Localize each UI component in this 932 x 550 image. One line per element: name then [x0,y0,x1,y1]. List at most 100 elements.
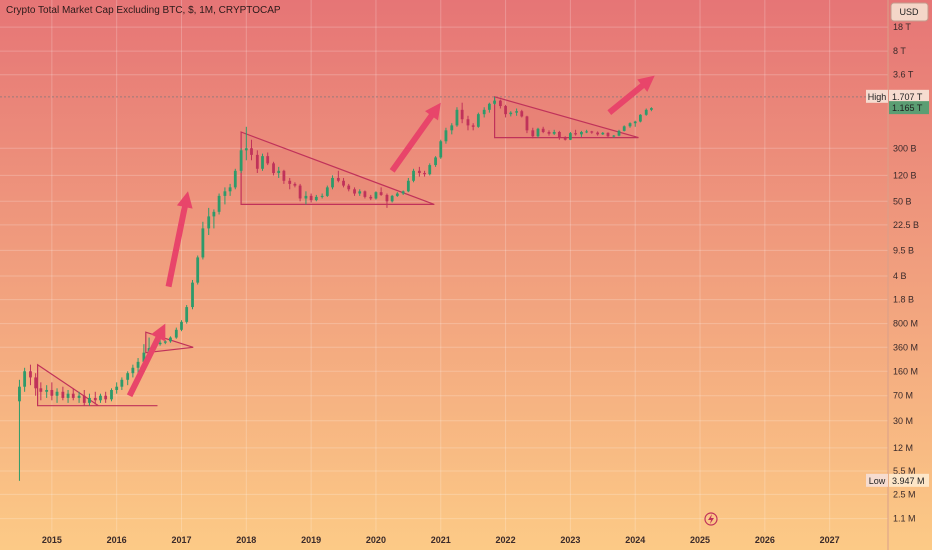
candle[interactable] [309,193,313,203]
candle[interactable] [71,388,75,401]
candle[interactable] [55,388,59,403]
candle[interactable] [638,114,642,123]
candle[interactable] [293,182,297,188]
candle[interactable] [314,194,318,202]
candle[interactable] [644,108,648,116]
candle[interactable] [99,393,102,403]
candle[interactable] [255,150,259,174]
candle[interactable] [110,388,113,402]
candle[interactable] [536,127,540,138]
candle[interactable] [455,107,459,127]
candle[interactable] [304,191,308,205]
candle[interactable] [228,183,232,196]
candle[interactable] [201,221,205,260]
candle[interactable] [39,382,43,401]
candle[interactable] [568,131,572,141]
candle[interactable] [633,120,637,127]
candle[interactable] [563,136,567,141]
candle[interactable] [207,207,211,236]
candle[interactable] [244,126,248,161]
candle[interactable] [66,389,70,403]
candle[interactable] [541,126,545,134]
candle[interactable] [504,104,507,118]
candle[interactable] [385,193,389,208]
candle[interactable] [466,115,470,131]
candle[interactable] [379,187,383,196]
candle[interactable] [250,139,253,161]
candle[interactable] [471,123,475,131]
candle[interactable] [482,107,486,118]
candle[interactable] [601,131,605,135]
candle[interactable] [282,169,286,184]
candle[interactable] [185,305,189,324]
candle[interactable] [120,377,124,390]
candle[interactable] [88,393,91,406]
candle[interactable] [272,161,275,176]
candle[interactable] [288,177,292,190]
candle[interactable] [169,336,172,343]
candle[interactable] [212,209,216,229]
candle[interactable] [585,129,588,134]
candle[interactable] [622,125,626,132]
candle[interactable] [93,391,97,405]
candle[interactable] [358,189,362,196]
candle[interactable] [239,148,243,174]
candle[interactable] [50,382,54,401]
candle[interactable] [23,367,27,392]
candle[interactable] [412,168,415,183]
candle[interactable] [363,190,367,199]
candle[interactable] [104,391,108,403]
candle[interactable] [525,115,529,134]
candle[interactable] [320,193,324,199]
candle[interactable] [18,379,21,481]
candle[interactable] [557,130,561,140]
currency-button[interactable]: USD [890,2,929,22]
candle[interactable] [552,129,556,135]
candle[interactable] [612,134,616,138]
candle[interactable] [45,385,49,398]
candle[interactable] [266,152,270,166]
candle[interactable] [401,190,405,195]
candle[interactable] [61,386,65,401]
candle[interactable] [174,327,178,339]
candles[interactable] [18,96,653,481]
candle[interactable] [476,112,480,128]
candle[interactable] [353,187,356,196]
candle[interactable] [520,109,524,118]
candle[interactable] [115,382,119,394]
candle[interactable] [331,175,334,190]
candle[interactable] [428,163,432,176]
candle[interactable] [460,102,464,124]
candle[interactable] [34,373,38,396]
candle[interactable] [29,364,32,386]
candle[interactable] [261,153,264,171]
candle[interactable] [390,194,394,203]
candle[interactable] [374,191,378,200]
candle[interactable] [233,168,237,190]
candle[interactable] [423,170,426,177]
candle[interactable] [417,166,421,177]
candle[interactable] [131,364,135,378]
candle[interactable] [180,320,183,332]
candle[interactable] [82,389,86,406]
candle[interactable] [298,183,302,202]
candle[interactable] [590,130,594,134]
candle[interactable] [126,371,130,386]
candle[interactable] [77,391,81,403]
candle[interactable] [342,177,345,188]
candle[interactable] [406,177,410,193]
lightning-icon[interactable] [704,512,718,526]
candle[interactable] [217,193,221,215]
candle[interactable] [191,279,194,310]
candle[interactable] [223,187,227,205]
candle[interactable] [617,129,621,137]
candle[interactable] [509,111,513,117]
candle[interactable] [325,185,329,197]
candle[interactable] [434,156,437,167]
candle[interactable] [515,108,518,116]
candle[interactable] [336,170,340,183]
candle[interactable] [580,130,583,137]
candle[interactable] [487,102,491,113]
candle[interactable] [547,130,551,136]
